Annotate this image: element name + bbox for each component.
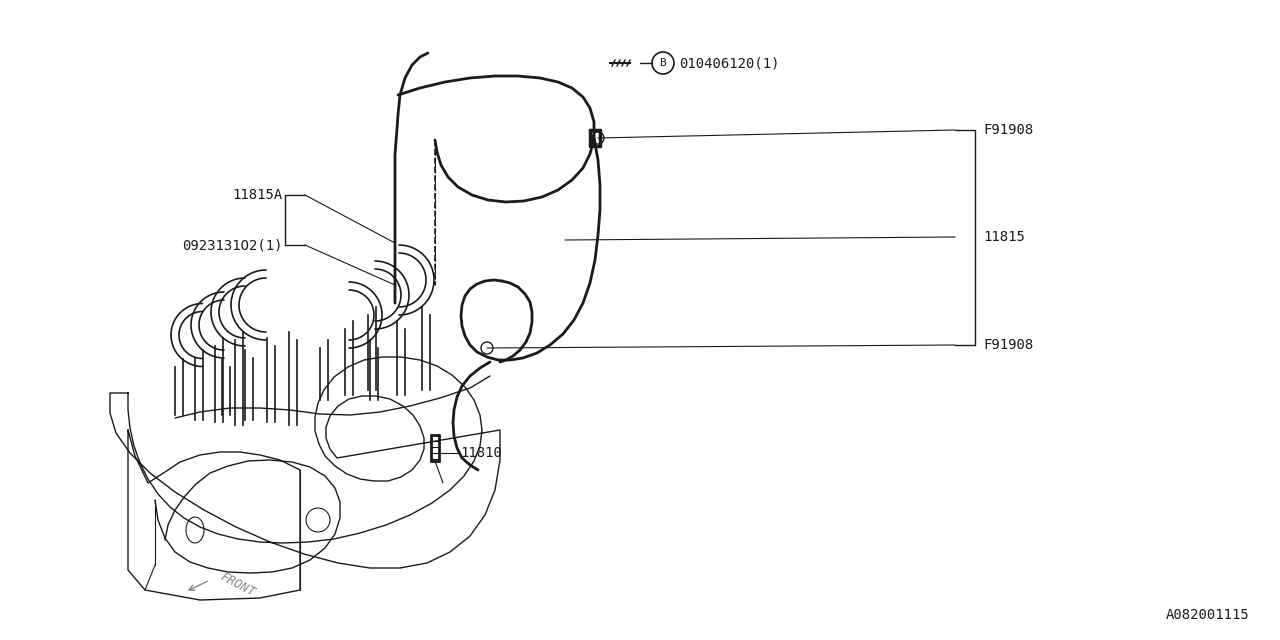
Polygon shape: [110, 357, 500, 568]
Text: F91908: F91908: [983, 123, 1033, 137]
Text: 0923131O2(1): 0923131O2(1): [183, 238, 283, 252]
Text: A082001115: A082001115: [1166, 608, 1251, 622]
Text: B: B: [659, 58, 667, 68]
Text: 010406120(1): 010406120(1): [678, 56, 780, 70]
Text: 11815: 11815: [983, 230, 1025, 244]
Text: FRONT: FRONT: [218, 570, 257, 600]
Text: F91908: F91908: [983, 338, 1033, 352]
Text: 11810: 11810: [460, 446, 502, 460]
Text: 11815A: 11815A: [233, 188, 283, 202]
